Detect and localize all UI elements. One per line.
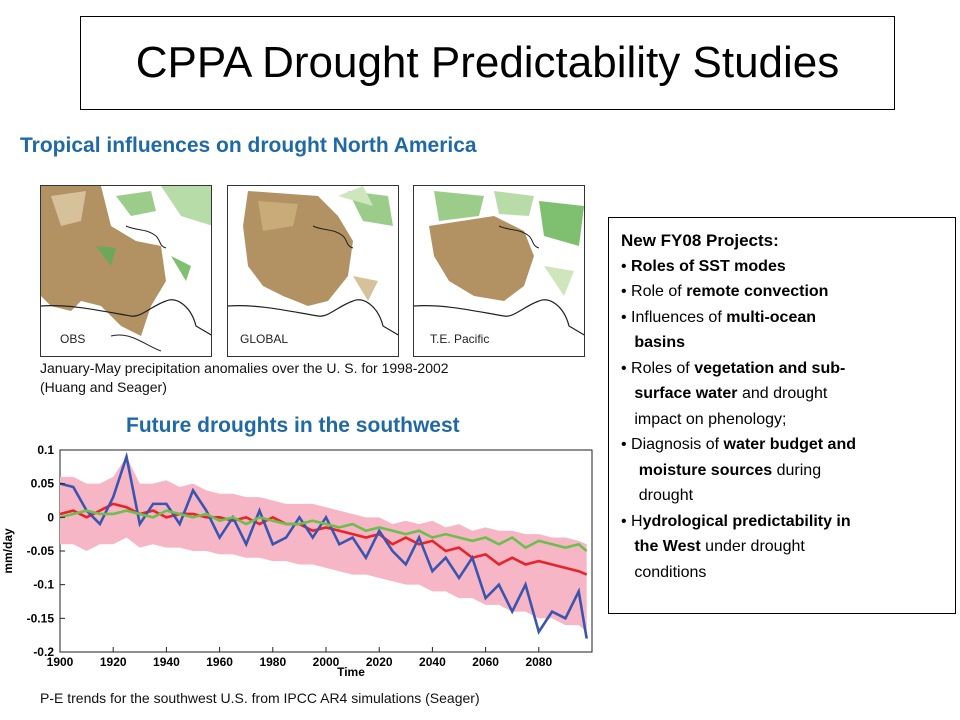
projects-box: New FY08 Projects: • Roles of SST modes •… <box>608 217 956 614</box>
x-tick-label: 1960 <box>206 655 233 669</box>
project-line: surface water and drought <box>621 381 945 407</box>
x-tick-label: 2080 <box>525 655 552 669</box>
y-tick-label: -0.15 <box>27 611 55 625</box>
project-text <box>621 385 634 402</box>
y-tick-label: -0.1 <box>33 578 54 592</box>
project-line: • Roles of vegetation and sub- <box>621 356 945 382</box>
project-text: surface water <box>634 385 738 402</box>
map-global <box>227 185 399 357</box>
map-te-pacific-image <box>414 186 584 356</box>
project-line: • Hydrological predictability in <box>621 509 945 535</box>
project-text: • Roles of <box>621 359 695 377</box>
y-tick-label: 0 <box>47 510 54 524</box>
series-line-green <box>59 509 588 552</box>
project-text: conditions <box>621 563 707 581</box>
project-text: vegetation and sub- <box>694 359 846 377</box>
project-text: moisture sources <box>638 461 773 479</box>
x-tick-label: 2040 <box>419 655 446 669</box>
x-tick-label: 1900 <box>47 655 74 669</box>
map-obs-image <box>41 186 211 356</box>
x-tick-label: 1980 <box>259 655 286 669</box>
map-caption-line1: January-May precipitation anomalies over… <box>40 360 449 376</box>
title-box: CPPA Drought Predictability Studies <box>80 16 895 110</box>
project-text <box>621 538 634 555</box>
project-line: basins <box>621 330 945 356</box>
project-text: multi-ocean <box>726 308 817 326</box>
y-tick-label: -0.2 <box>33 645 54 659</box>
project-text: remote convection <box>686 283 829 300</box>
map-global-image <box>228 186 398 356</box>
project-text: ydrological predictability in <box>642 512 851 530</box>
y-tick-label: 0.1 <box>37 443 54 457</box>
chart-caption: P-E trends for the southwest U.S. from I… <box>40 690 480 706</box>
project-text: • <box>621 257 632 275</box>
x-tick-label: 1940 <box>153 655 180 669</box>
projects-list: • Roles of SST modes • Role of remote con… <box>621 254 945 586</box>
project-text: • Influences of <box>621 308 727 326</box>
project-line: drought <box>621 483 945 509</box>
project-line: • Influences of multi-ocean <box>621 305 945 331</box>
map-obs <box>40 185 212 357</box>
project-text: basins <box>634 334 686 351</box>
projects-title: New FY08 Projects: <box>621 231 779 250</box>
project-text: drought <box>621 487 694 504</box>
project-text: under drought <box>700 538 805 555</box>
map-label-global: GLOBAL <box>240 332 289 346</box>
project-text: Roles of SST modes <box>631 257 786 275</box>
x-tick-label: 2000 <box>313 655 340 669</box>
map-caption-line2: (Huang and Seager) <box>40 379 167 395</box>
x-tick-label: 1920 <box>100 655 127 669</box>
project-text: • Diagnosis of <box>621 436 724 453</box>
project-text: • Role of <box>621 283 687 300</box>
uncertainty-band <box>60 456 587 632</box>
y-axis-label: mm/day <box>1 528 15 574</box>
y-tick-label: -0.05 <box>27 544 55 558</box>
map-label-obs: OBS <box>60 332 86 346</box>
pe-trend-chart: 1900 1920 1940 1960 1980 2000 2020 2040 2060 2080… <box>1 443 593 679</box>
tropical-heading: Tropical influences on drought North Ame… <box>20 134 477 157</box>
x-tick-label: 2060 <box>472 655 499 669</box>
project-text: during <box>772 461 822 479</box>
project-line: impact on phenology; <box>621 407 945 433</box>
future-heading: Future droughts in the southwest <box>126 414 460 437</box>
project-text: impact on phenology; <box>621 410 787 428</box>
x-axis-label: Time <box>337 665 365 679</box>
project-line: conditions <box>621 560 945 586</box>
project-line: • Diagnosis of water budget and <box>621 432 945 458</box>
map-label-te-pacific: T.E. Pacific <box>430 332 490 346</box>
map-te-pacific <box>413 185 585 357</box>
project-line: • Role of remote convection <box>621 279 945 305</box>
project-line: • Roles of SST modes <box>621 254 945 280</box>
page-title: CPPA Drought Predictability Studies <box>135 38 840 87</box>
project-text: water budget and <box>723 436 856 453</box>
project-text: • H <box>621 512 643 530</box>
project-line: the West under drought <box>621 534 945 560</box>
y-tick-label: 0.05 <box>31 477 55 491</box>
series-line-blue <box>59 451 588 639</box>
project-text <box>621 334 634 351</box>
project-line: moisture sources during <box>621 458 945 484</box>
x-tick-label: 2020 <box>366 655 393 669</box>
project-text <box>621 462 639 479</box>
project-text: and drought <box>737 385 828 402</box>
project-text: the West <box>634 538 701 555</box>
